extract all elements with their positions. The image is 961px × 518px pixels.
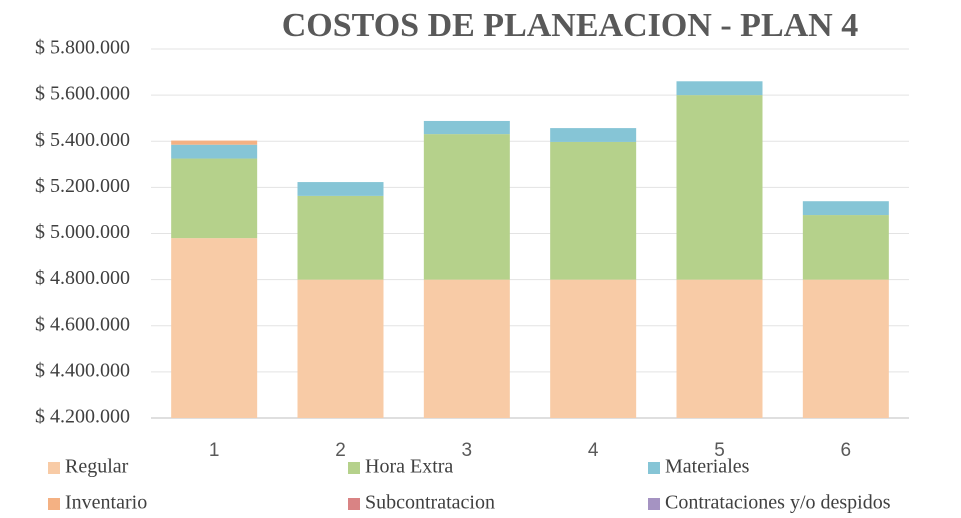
bar-segment <box>297 195 384 280</box>
y-tick-label: $ 5.000.000 <box>35 221 130 243</box>
legend-label: Contrataciones y/o despidos <box>665 492 891 514</box>
legend-swatch <box>648 498 660 510</box>
y-tick-label: $ 5.800.000 <box>35 37 130 59</box>
legend-swatch <box>348 498 360 510</box>
bar-segment <box>171 238 258 418</box>
y-tick-label: $ 4.200.000 <box>35 406 130 428</box>
bar-segment <box>423 279 510 418</box>
x-tick-label: 2 <box>335 440 346 461</box>
legend-label: Hora Extra <box>365 456 453 478</box>
bar-segment <box>550 279 637 418</box>
legend-swatch <box>48 462 60 474</box>
legend-label: Regular <box>65 456 129 478</box>
bar-segment <box>171 144 258 159</box>
y-tick-label: $ 4.800.000 <box>35 267 130 289</box>
bar-segment <box>802 215 889 280</box>
x-tick-label: 5 <box>714 440 725 461</box>
bar-segment <box>171 140 258 145</box>
bar-segment <box>676 81 763 96</box>
bar-segment <box>676 95 763 280</box>
x-tick-label: 3 <box>462 440 473 461</box>
bar-segment <box>171 158 258 239</box>
y-tick-label: $ 5.200.000 <box>35 175 130 197</box>
bar-segment <box>297 182 384 196</box>
y-tick-label: $ 4.400.000 <box>35 359 130 381</box>
y-tick-label: $ 4.600.000 <box>35 313 130 335</box>
x-tick-label: 6 <box>841 440 852 461</box>
legend-label: Inventario <box>65 492 147 514</box>
bar-segment <box>423 120 510 135</box>
bar-segment <box>676 279 763 418</box>
bar-segment <box>802 201 889 216</box>
y-tick-label: $ 5.600.000 <box>35 83 130 105</box>
legend-label: Materiales <box>665 456 750 478</box>
legend-swatch <box>648 462 660 474</box>
bar-segment <box>423 134 510 280</box>
legend-swatch <box>348 462 360 474</box>
y-tick-label: $ 5.400.000 <box>35 129 130 151</box>
legend-swatch <box>48 498 60 510</box>
chart-title: COSTOS DE PLANEACION - PLAN 4 <box>282 7 859 44</box>
legend-label: Subcontratacion <box>365 492 495 514</box>
x-tick-label: 4 <box>588 440 599 461</box>
bar-segment <box>297 279 384 418</box>
bar-segment <box>550 128 637 142</box>
bar-segment <box>550 141 637 280</box>
bar-segment <box>802 279 889 418</box>
x-tick-label: 1 <box>209 440 220 461</box>
